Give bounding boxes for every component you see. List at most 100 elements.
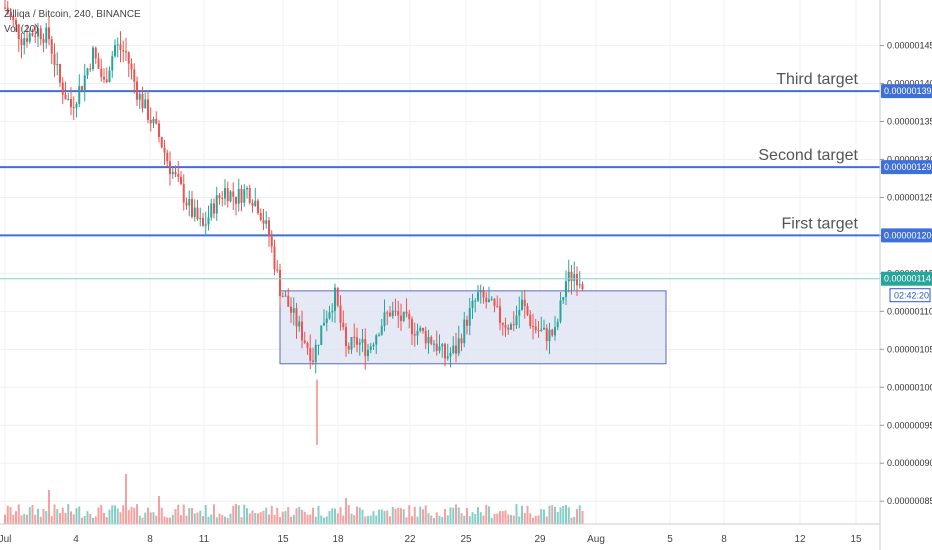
target-label: Second target bbox=[758, 147, 858, 164]
candle-body bbox=[61, 82, 64, 95]
candle-body bbox=[100, 68, 103, 77]
candle-body bbox=[59, 64, 61, 83]
candle-body bbox=[276, 269, 279, 271]
candle-body bbox=[229, 191, 232, 202]
candle-body bbox=[53, 53, 56, 66]
candle-body bbox=[169, 161, 171, 175]
countdown-badge bbox=[889, 288, 931, 303]
x-tick-label: 12 bbox=[794, 534, 806, 545]
volume-bar bbox=[240, 517, 243, 524]
candle-body bbox=[350, 336, 353, 350]
candle-body bbox=[314, 344, 317, 362]
candle-body bbox=[237, 188, 240, 204]
candle-body bbox=[576, 274, 578, 286]
volume-bar bbox=[573, 516, 576, 524]
time-axis[interactable]: Jul 4 8 11 15 18 22 25 29 Aug 5 8 12 15 bbox=[0, 523, 880, 545]
volume-bar bbox=[559, 507, 562, 524]
volume-bar bbox=[75, 508, 78, 524]
candle-body bbox=[204, 224, 207, 226]
candle-body bbox=[339, 305, 342, 323]
volume-bar bbox=[551, 505, 554, 524]
candle-body bbox=[45, 27, 48, 43]
volume-bar bbox=[452, 507, 455, 524]
candle-body bbox=[199, 217, 202, 220]
candle-body bbox=[510, 324, 512, 330]
y-tick-label: 0.00000140 bbox=[887, 79, 932, 89]
volume-bar bbox=[185, 515, 188, 524]
candle-body bbox=[402, 311, 405, 321]
candle-body bbox=[375, 335, 378, 345]
candle-body bbox=[177, 174, 180, 177]
volume-bar bbox=[284, 511, 287, 524]
candle-body bbox=[114, 45, 116, 57]
volume-bar bbox=[89, 513, 92, 524]
candle-body bbox=[4, 7, 6, 9]
volume-bar bbox=[320, 515, 323, 524]
candle-body bbox=[435, 343, 438, 351]
candle-body bbox=[191, 198, 193, 217]
x-tick-label: 15 bbox=[277, 534, 289, 545]
x-tick-label: 4 bbox=[73, 534, 79, 545]
candle-body bbox=[532, 326, 534, 328]
volume-bar bbox=[570, 517, 573, 524]
volume-bar bbox=[334, 508, 336, 524]
volume-bar bbox=[53, 504, 56, 524]
volume-bar bbox=[312, 507, 314, 524]
volume-bar bbox=[265, 507, 268, 524]
y-tick-label: 0.00000130 bbox=[887, 154, 932, 164]
candle-body bbox=[479, 290, 482, 293]
candle-body bbox=[268, 220, 270, 237]
x-tick-label: 18 bbox=[332, 534, 344, 545]
candle-body bbox=[512, 324, 515, 326]
candle-body bbox=[56, 64, 59, 66]
volume-bar bbox=[518, 516, 521, 524]
candle-body bbox=[273, 246, 276, 270]
volume-bar bbox=[372, 511, 375, 524]
candle-body bbox=[367, 349, 369, 357]
volume-bar bbox=[413, 506, 416, 524]
volume-bar bbox=[125, 474, 127, 524]
countdown-value: 02:42:20 bbox=[894, 291, 929, 301]
price-axis[interactable]: 0.00000085 0.00000090 0.00000095 0.00000100… bbox=[879, 0, 932, 550]
volume-bar bbox=[408, 505, 411, 524]
candle-body bbox=[284, 295, 287, 297]
y-tick-label: 0.00000085 bbox=[887, 496, 932, 506]
volume-bar bbox=[171, 514, 174, 524]
volume-bar bbox=[496, 513, 499, 524]
volume-bar bbox=[301, 509, 303, 524]
candle-body bbox=[70, 98, 72, 108]
volume-bar bbox=[455, 504, 457, 524]
candle-body bbox=[515, 315, 518, 326]
candle-body bbox=[430, 336, 433, 344]
volume-bar bbox=[281, 511, 284, 524]
candle-body bbox=[529, 314, 532, 327]
volume-bar bbox=[391, 506, 394, 524]
volume-bar bbox=[100, 504, 103, 524]
volume-bar bbox=[490, 517, 493, 524]
candle-body bbox=[292, 308, 295, 313]
candle-body bbox=[444, 344, 446, 359]
volume-bar bbox=[430, 515, 433, 524]
volume-bar bbox=[485, 504, 488, 524]
volume-bar bbox=[578, 505, 581, 524]
volume-bar bbox=[576, 509, 578, 524]
candle-body bbox=[251, 202, 254, 206]
volume-bar bbox=[567, 507, 570, 524]
candle-body bbox=[279, 269, 281, 297]
candle-body bbox=[265, 220, 268, 224]
volume-bar bbox=[202, 516, 204, 524]
candle-body bbox=[89, 68, 92, 70]
volume-bar bbox=[507, 514, 510, 524]
volume-bar bbox=[6, 505, 9, 524]
volume-bar bbox=[562, 505, 565, 524]
volume-bar bbox=[438, 515, 441, 524]
volume-bar bbox=[122, 505, 125, 524]
volume-bar bbox=[166, 517, 169, 524]
candle-body bbox=[323, 322, 325, 326]
candle-body bbox=[490, 298, 493, 300]
volume-bar bbox=[67, 504, 70, 524]
candle-body bbox=[158, 123, 160, 137]
volume-bar bbox=[119, 512, 122, 524]
candle-body bbox=[259, 212, 262, 220]
